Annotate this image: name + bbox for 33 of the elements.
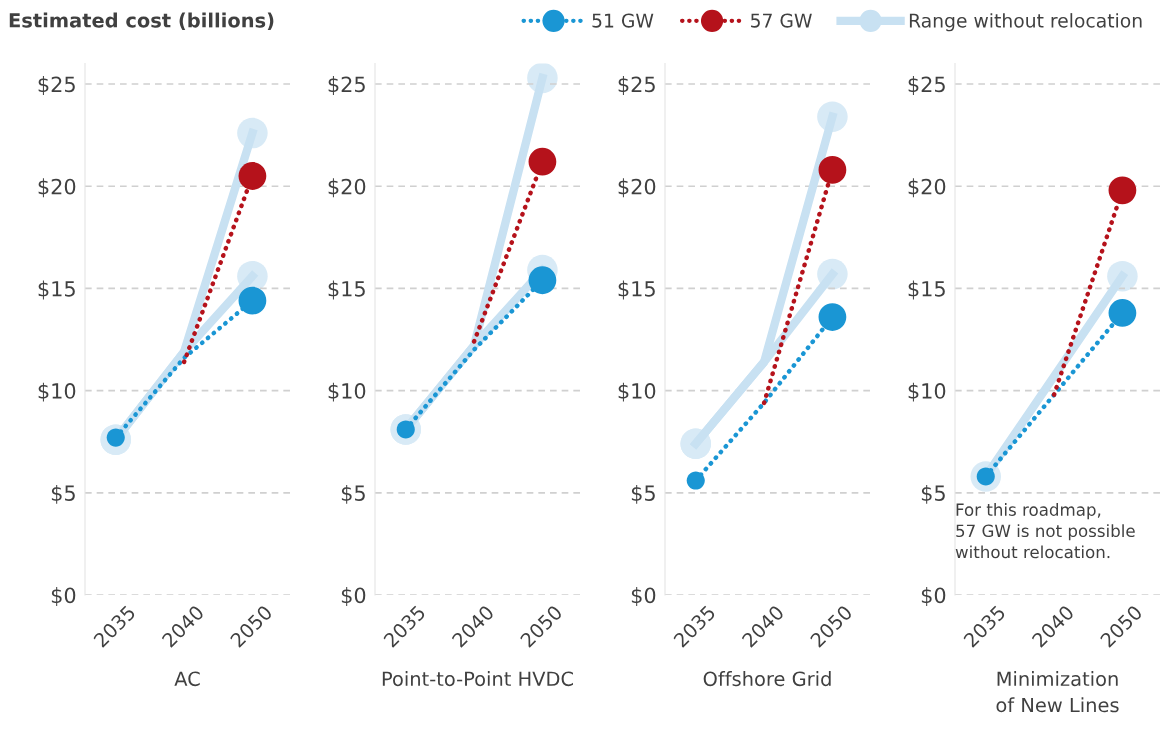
y-tick-label: $25	[618, 76, 655, 96]
y-tick-label: $0	[51, 587, 76, 606]
y-tick-label: $5	[51, 484, 75, 504]
y-tick-label: $0	[341, 587, 366, 606]
y-tick-label: $25	[38, 76, 75, 96]
y-tick-label: $10	[618, 382, 656, 402]
y-tick-label: $25	[328, 76, 365, 96]
y-tick-label: $20	[908, 178, 946, 198]
y-tick-label: $15	[38, 280, 75, 300]
x-axis-title: Point-to-Point HVDC	[382, 671, 573, 687]
y-tick-label: $20	[38, 178, 76, 198]
annotation: For this roadmap, 57 GW is not possible without relocation.	[955, 503, 1135, 559]
y-tick-label: $5	[341, 484, 365, 504]
y-tick-label: $15	[618, 280, 655, 300]
y-tick-label: $0	[921, 587, 946, 606]
x-axis-title: Minimization of New Lines	[996, 671, 1119, 713]
y-tick-label: $10	[908, 382, 946, 402]
y-tick-label: $15	[908, 280, 945, 300]
y-tick-label: $0	[631, 587, 656, 606]
y-tick-label: $25	[908, 76, 945, 96]
y-tick-label: $5	[921, 484, 945, 504]
y-tick-label: $10	[328, 382, 366, 402]
chart-title: Estimated cost (billions)	[9, 12, 274, 30]
legend-label: 57 GW	[751, 13, 812, 28]
y-tick-label: $5	[631, 484, 655, 504]
x-axis-title: Offshore Grid	[703, 671, 831, 687]
y-tick-label: $10	[38, 382, 76, 402]
legend-label: Range without relocation	[909, 13, 1142, 32]
legend-label: 51 GW	[592, 13, 654, 28]
y-tick-label: $20	[618, 178, 656, 198]
y-tick-label: $15	[328, 280, 365, 300]
x-axis-title: AC	[174, 671, 200, 687]
y-tick-label: $20	[328, 178, 366, 198]
